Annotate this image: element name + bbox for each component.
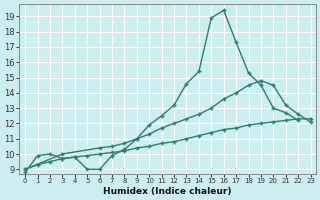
X-axis label: Humidex (Indice chaleur): Humidex (Indice chaleur) bbox=[103, 187, 231, 196]
